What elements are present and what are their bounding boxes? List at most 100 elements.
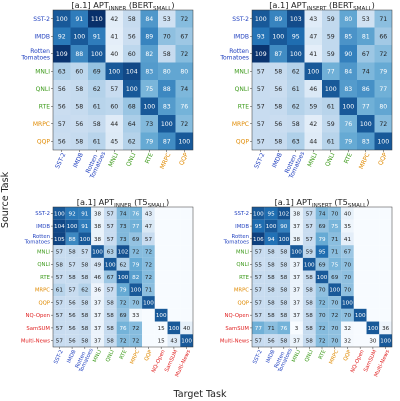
row-tick-label: SST-2	[33, 16, 50, 23]
cell-value-label: 68	[128, 103, 136, 110]
cell-value-label: 76	[119, 326, 127, 332]
panel-title-part: (BERT	[126, 0, 154, 10]
row-tick-label: SamSUM	[26, 326, 50, 332]
heatmap-cell	[302, 245, 316, 258]
heatmap-cell	[91, 257, 104, 271]
heatmap-cell	[339, 80, 357, 98]
heatmap-cell	[78, 308, 92, 322]
heatmap-cell	[341, 257, 354, 271]
heatmap-cell-empty	[366, 296, 380, 309]
cell-value-label: 57	[107, 211, 115, 217]
heatmap-cell	[175, 10, 193, 28]
col-tick-label: IMDB	[66, 349, 77, 364]
cell-value-label: 100	[130, 288, 141, 294]
heatmap-cell-empty	[180, 245, 193, 258]
heatmap-cell	[65, 321, 79, 335]
heatmap-cell	[175, 45, 193, 63]
heatmap-cell-empty	[167, 270, 181, 284]
cell-value-label: 87	[274, 51, 282, 58]
cell-value-label: 58	[69, 275, 77, 281]
col-tick-label: MNLI	[107, 152, 120, 169]
heatmap-cell	[53, 308, 66, 322]
panel-title-subscript: SMALL	[348, 203, 367, 209]
cell-value-label: 58	[69, 250, 77, 256]
heatmap-cell	[65, 308, 79, 322]
cell-value-label: 43	[309, 16, 317, 23]
heatmap-cell	[322, 80, 340, 98]
heatmap-cell	[252, 283, 265, 297]
cell-value-label: 57	[257, 68, 265, 75]
heatmap-cell-empty	[353, 283, 367, 297]
cell-value-label: 105	[54, 237, 65, 243]
heatmap-cell-empty	[180, 207, 193, 220]
cell-value-label: 42	[110, 16, 118, 23]
cell-value-label: 42	[309, 121, 317, 128]
heatmap-cell	[103, 257, 117, 271]
heatmap-cell	[302, 334, 316, 347]
heatmap-cell-empty	[180, 296, 193, 309]
cell-value-label: 84	[344, 68, 352, 75]
cell-value-label: 41	[110, 33, 118, 40]
cell-value-label: 100	[290, 51, 302, 58]
cell-value-label: 44	[110, 121, 118, 128]
cell-value-label: 58	[128, 16, 136, 23]
heatmap-cell	[339, 97, 357, 115]
cell-value-label: 57	[69, 288, 77, 294]
panel-title-subscript: INSERT	[312, 203, 332, 209]
row-tick-label: Rotten Tomatoes	[219, 48, 249, 62]
cell-value-label: 38	[293, 237, 301, 243]
heatmap-cell	[264, 219, 278, 233]
heatmap-cell	[78, 296, 92, 309]
cell-value-label: 59	[327, 51, 335, 58]
heatmap-cell	[304, 132, 322, 150]
cell-value-label: 62	[128, 138, 136, 145]
cell-value-label: 71	[145, 288, 153, 294]
heatmap-cell	[269, 10, 287, 28]
cell-value-label: 76	[344, 121, 352, 128]
heatmap-cell	[290, 232, 303, 246]
cell-value-label: 100	[255, 16, 267, 23]
cell-value-label: 79	[119, 288, 127, 294]
col-tick-label: QNLI	[105, 349, 116, 363]
heatmap-cell	[53, 62, 71, 80]
cell-value-label: 57	[56, 300, 64, 306]
cell-value-label: 100	[126, 86, 138, 93]
x-axis-label: Target Task	[173, 389, 227, 400]
cell-value-label: 60	[128, 51, 136, 58]
cell-value-label: 100	[342, 103, 354, 110]
cell-value-label: 67	[180, 33, 188, 40]
cell-value-label: 57	[306, 211, 314, 217]
cell-value-label: 72	[145, 262, 152, 268]
heatmap-cell	[287, 80, 305, 98]
cell-value-label: 58	[107, 300, 115, 306]
cell-value-label: 89	[274, 16, 282, 23]
cell-value-label: 102	[278, 211, 289, 217]
cell-value-label: 69	[93, 68, 101, 75]
cell-value-label: 59	[306, 250, 314, 256]
cell-value-label: 58	[280, 300, 288, 306]
heatmap-cell	[53, 207, 66, 220]
heatmap-cell	[277, 296, 291, 309]
row-tick-label: SamSUM	[225, 326, 249, 332]
panel-title: [a.1] APTINSERT (BERTSMALL)	[269, 0, 375, 12]
cell-value-label: 57	[56, 313, 64, 319]
heatmap-cell	[315, 334, 329, 347]
cell-value-label: 74	[119, 211, 127, 217]
heatmap-cell	[264, 207, 278, 220]
heatmap-cell-empty	[366, 245, 380, 258]
cell-value-label: 79	[344, 138, 352, 145]
heatmap-cell-empty	[167, 296, 181, 309]
heatmap-cell-empty	[353, 321, 367, 335]
col-tick-label: RTE	[119, 349, 129, 361]
heatmap-cell	[123, 45, 141, 63]
row-tick-label: MNLI	[37, 249, 50, 255]
heatmap-cell	[269, 132, 287, 150]
cell-value-label: 32	[344, 339, 351, 345]
heatmap-cell	[328, 283, 342, 297]
cell-value-label: 100	[118, 275, 129, 281]
cell-value-label: 100	[355, 313, 366, 319]
row-tick-label: Rotten Tomatoes	[24, 234, 51, 246]
heatmap-cell	[252, 62, 270, 80]
cell-value-label: 84	[145, 16, 153, 23]
cell-value-label: 80	[180, 68, 188, 75]
